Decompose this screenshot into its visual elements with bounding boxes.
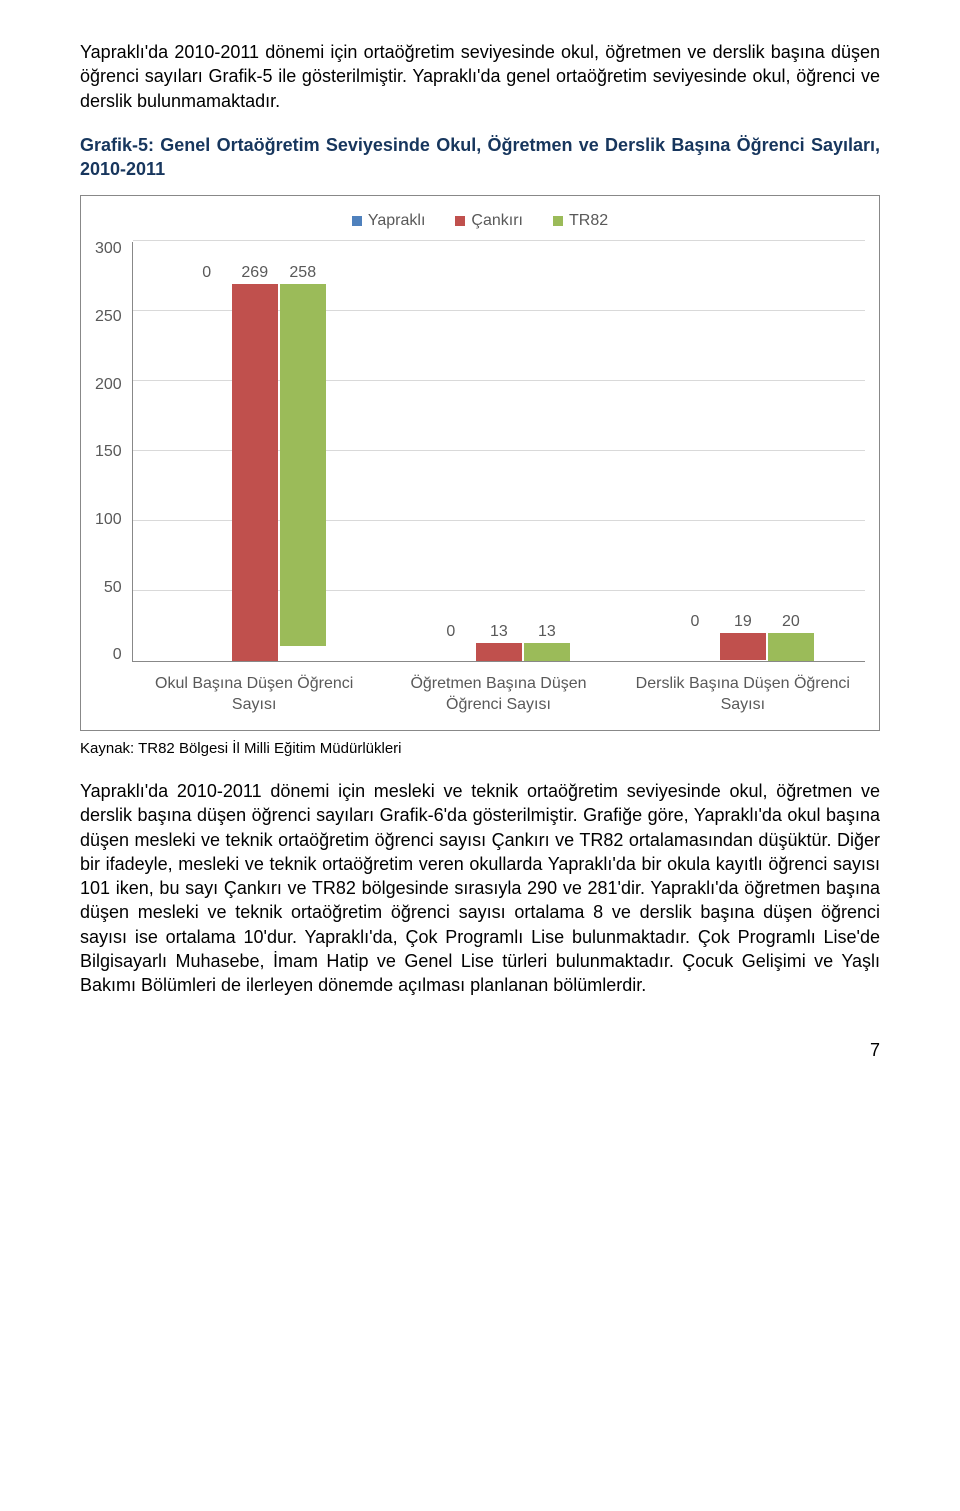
- ytick-label: 300: [95, 238, 122, 260]
- bar: 269: [232, 284, 278, 661]
- bar-group: 01313: [377, 643, 621, 661]
- legend-swatch: [553, 216, 563, 226]
- xaxis-label: Derslik Başına Düşen Öğrenci Sayısı: [621, 674, 865, 716]
- analysis-paragraph: Yapraklı'da 2010-2011 dönemi için meslek…: [80, 779, 880, 998]
- chart-yaxis: 300 250 200 150 100 50 0: [95, 238, 132, 666]
- ytick-label: 250: [95, 306, 122, 328]
- ytick-label: 50: [104, 577, 122, 599]
- bar-group: 01920: [621, 633, 865, 661]
- bar-value-label: 269: [232, 262, 278, 284]
- legend-item: Yapraklı: [352, 210, 426, 232]
- ytick-label: 0: [113, 644, 122, 666]
- xaxis-label: Okul Başına Düşen Öğrenci Sayısı: [132, 674, 376, 716]
- chart-frame: YapraklıÇankırıTR82 300250200150100500 0…: [80, 195, 880, 730]
- ytick-label: 100: [95, 509, 122, 531]
- bar: 13: [524, 643, 570, 661]
- chart-plot-area: 02692580131301920: [132, 242, 865, 662]
- legend-item: TR82: [553, 210, 608, 232]
- chart-xaxis: Okul Başına Düşen Öğrenci SayısıÖğretmen…: [132, 674, 865, 716]
- ytick-label: 150: [95, 441, 122, 463]
- legend-swatch: [352, 216, 362, 226]
- bar-value-label: 0: [672, 611, 718, 633]
- intro-paragraph: Yapraklı'da 2010-2011 dönemi için ortaöğ…: [80, 40, 880, 113]
- bar-value-label: 13: [524, 621, 570, 643]
- bar-value-label: 13: [476, 621, 522, 643]
- legend-label: TR82: [569, 210, 608, 232]
- bar-value-label: 258: [280, 262, 326, 284]
- bar-value-label: 19: [720, 611, 766, 633]
- chart-title: Grafik-5: Genel Ortaöğretim Seviyesinde …: [80, 133, 880, 182]
- legend-item: Çankırı: [455, 210, 523, 232]
- bar-value-label: 0: [428, 621, 474, 643]
- bar-value-label: 0: [184, 262, 230, 284]
- chart-source: Kaynak: TR82 Bölgesi İl Milli Eğitim Müd…: [80, 739, 880, 759]
- bar: 19: [720, 633, 766, 660]
- bar: 13: [476, 643, 522, 661]
- legend-label: Çankırı: [471, 210, 523, 232]
- legend-swatch: [455, 216, 465, 226]
- bar: 20: [768, 633, 814, 661]
- page-number: 7: [80, 1038, 880, 1062]
- bar-group: 0269258: [133, 284, 377, 661]
- legend-label: Yapraklı: [368, 210, 426, 232]
- bar: 258: [280, 284, 326, 645]
- bar-value-label: 20: [768, 611, 814, 633]
- xaxis-label: Öğretmen Başına Düşen Öğrenci Sayısı: [376, 674, 620, 716]
- ytick-label: 200: [95, 374, 122, 396]
- chart-legend: Yapraklı Çankırı TR82: [95, 210, 865, 232]
